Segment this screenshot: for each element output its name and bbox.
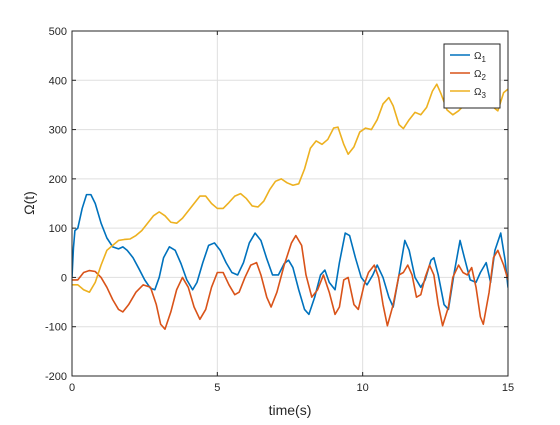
legend: Ω1 Ω2 Ω3 — [443, 43, 501, 109]
y-tick-label: 200 — [49, 174, 67, 186]
y-tick-label: 300 — [49, 125, 67, 137]
series-group — [72, 72, 508, 330]
x-axis-label: time(s) — [269, 402, 312, 418]
series-line-omega-2 — [72, 234, 508, 330]
x-tick-label: 5 — [214, 382, 220, 394]
x-tick-label: 0 — [69, 382, 75, 394]
x-tick-label: 15 — [502, 382, 514, 394]
x-tick-label: 10 — [357, 382, 369, 394]
y-axis-label: Ω(t) — [21, 191, 37, 215]
legend-box — [443, 43, 501, 109]
y-tick-label: -100 — [45, 322, 67, 334]
axis-ticks: 0 5 10 15 -200 -100 0 100 200 300 400 500 — [45, 26, 514, 394]
y-tick-label: 500 — [49, 26, 67, 38]
plot-frame — [71, 30, 509, 377]
y-tick-label: 100 — [49, 223, 67, 235]
legend-label-omega-2: Ω2 — [474, 69, 486, 82]
y-tick-label: 0 — [61, 272, 67, 284]
series-line-omega-3 — [72, 72, 508, 294]
legend-label-omega-3: Ω3 — [474, 87, 486, 100]
plot-area — [72, 31, 508, 376]
y-tick-label: -200 — [45, 371, 67, 383]
y-tick-label: 400 — [49, 75, 67, 87]
legend-label-omega-1: Ω1 — [474, 51, 486, 64]
series-line-omega-1 — [72, 193, 508, 316]
